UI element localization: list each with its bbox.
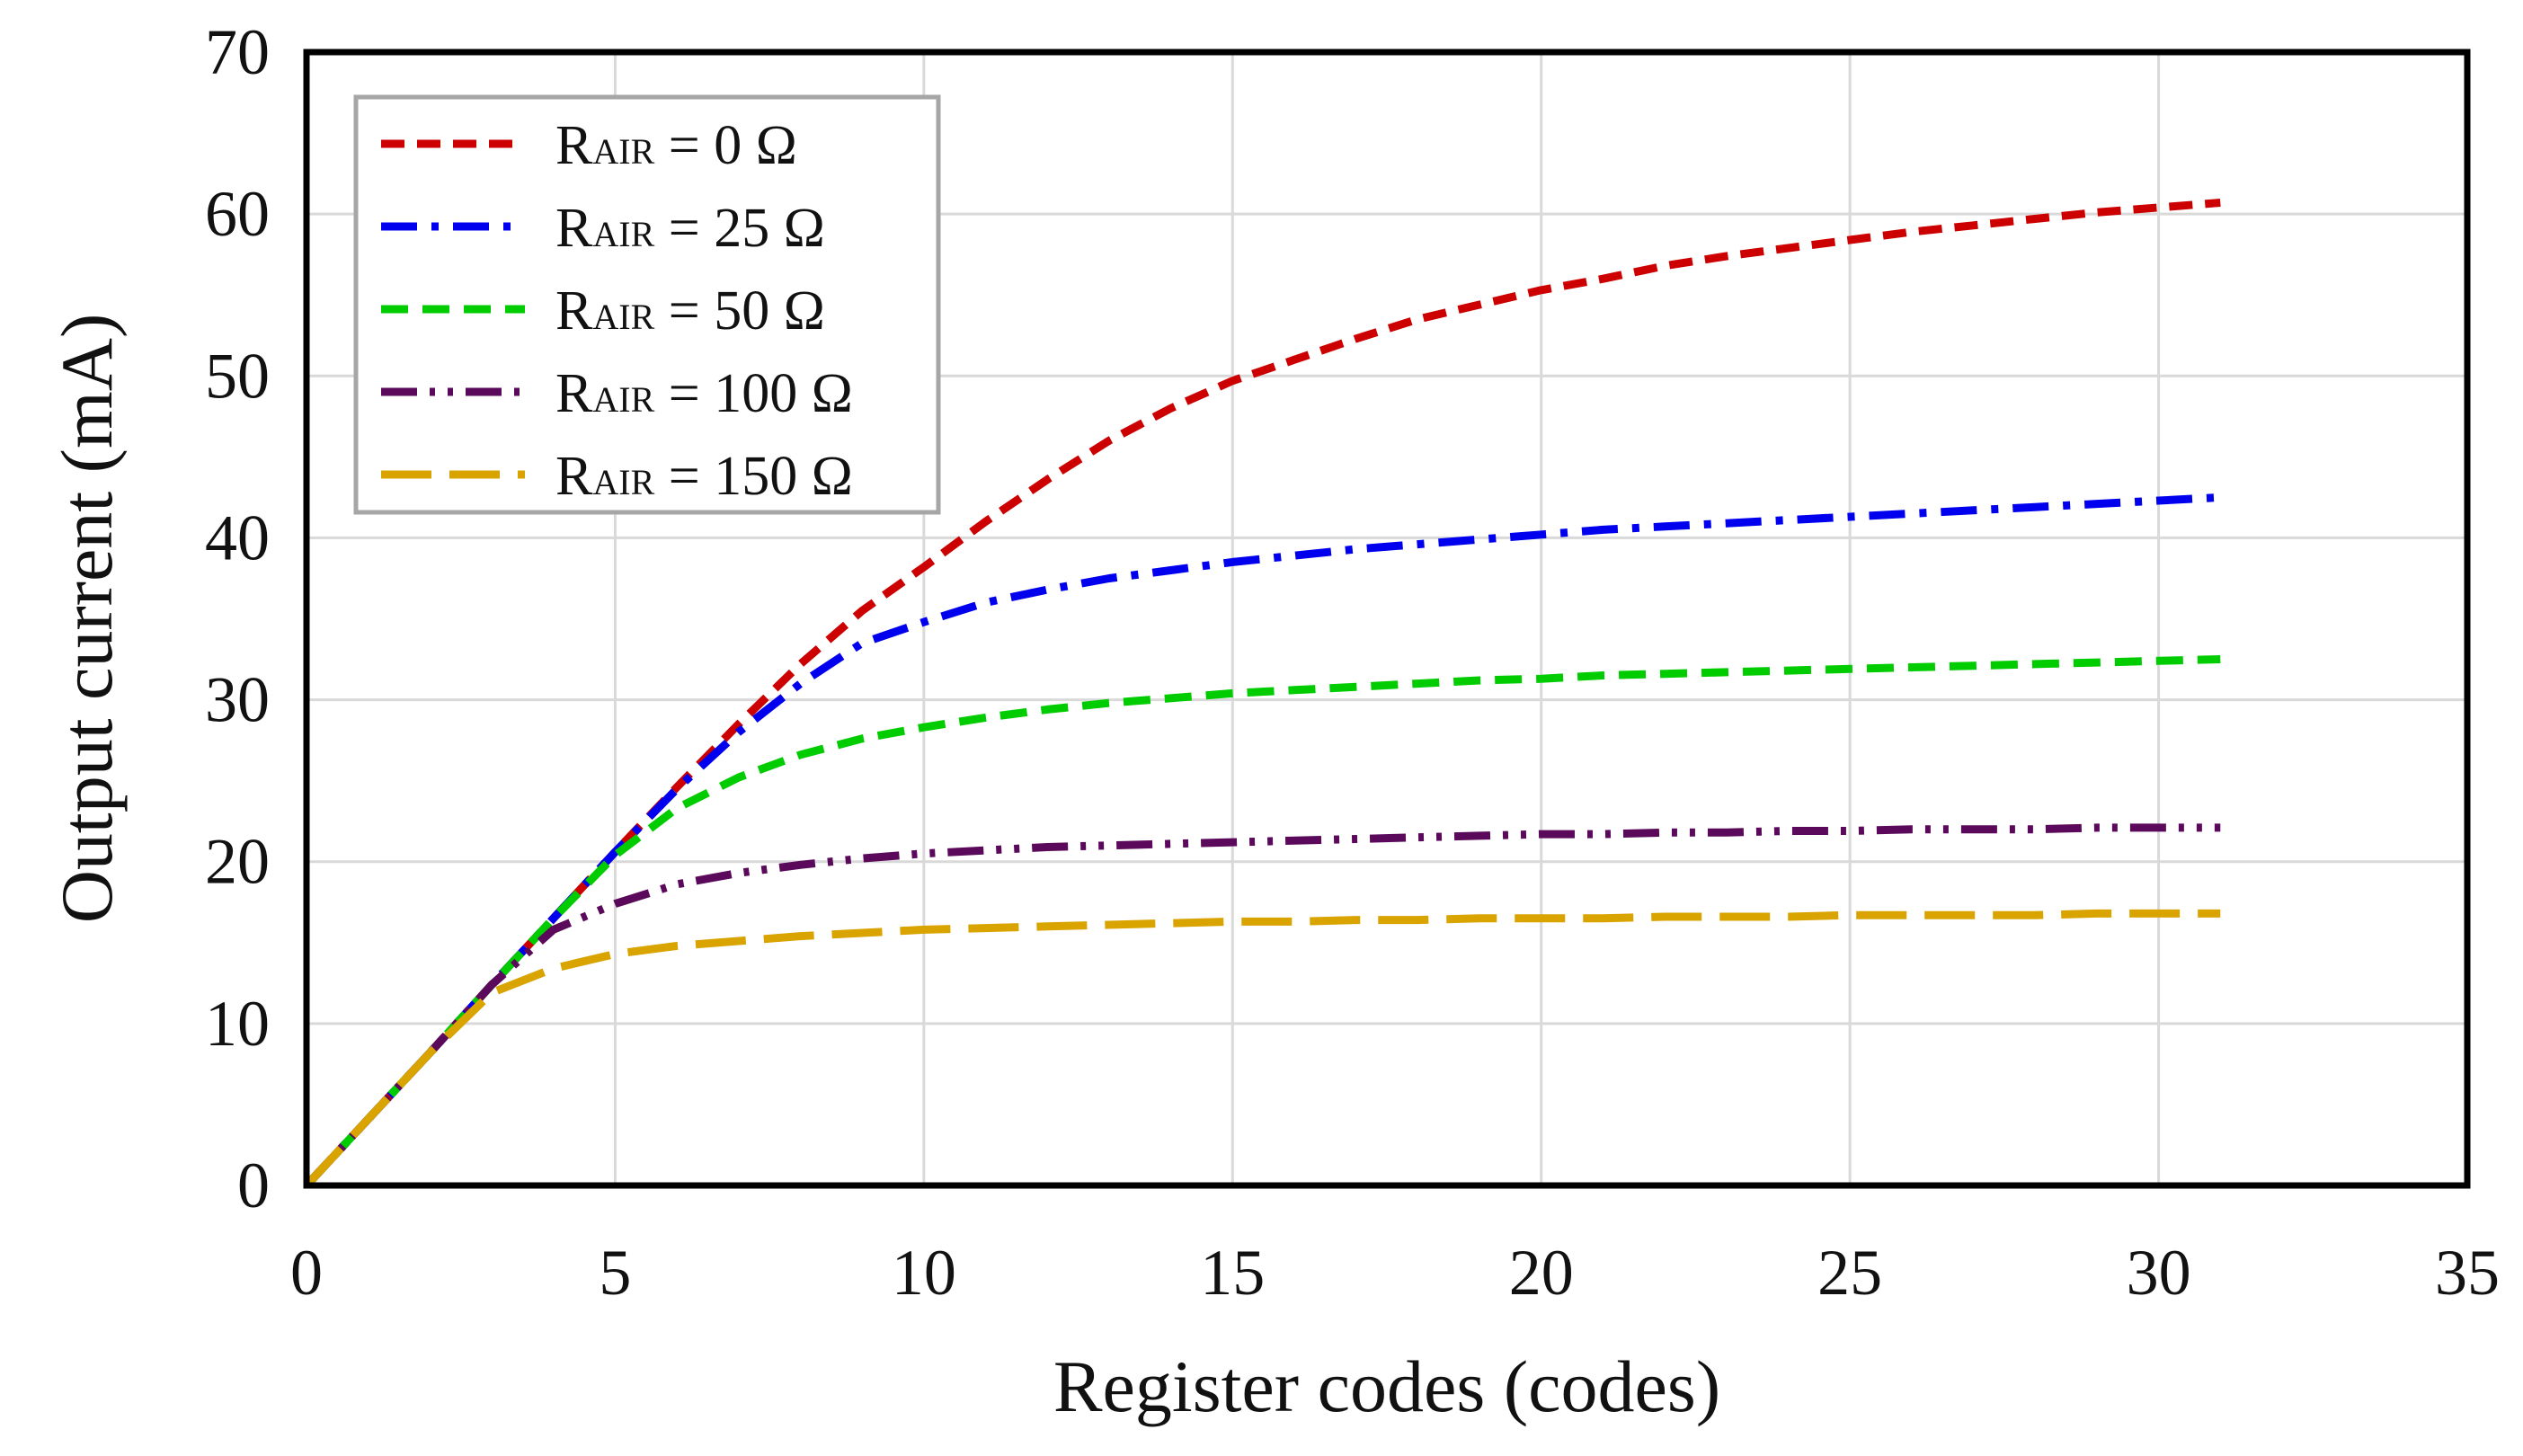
legend-label-2: RAIR = 50 Ω	[555, 280, 825, 342]
legend-box	[353, 94, 941, 515]
x-tick-label-4: 20	[1509, 1237, 1574, 1309]
legend-label-4: RAIR = 150 Ω	[555, 446, 853, 507]
legend-label-main-1: R	[555, 198, 593, 259]
plot-frame	[303, 49, 2471, 1189]
legend-label-sub-2: AIR	[592, 297, 654, 337]
legend-label-main-2: R	[555, 280, 593, 342]
x-tick-label-2: 10	[892, 1237, 956, 1309]
y-tick-label-0: 0	[237, 1150, 270, 1221]
tick-labels: 0 5 10 15 20 25 30 35 0 10 20 30 40 50 60 70	[205, 16, 2500, 1309]
y-tick-label-1: 10	[205, 988, 270, 1060]
legend-label-main-0: R	[555, 115, 593, 176]
legend-label-rest-3: = 100 Ω	[654, 363, 853, 424]
series-line-1	[303, 493, 2221, 1189]
x-tick-label-6: 30	[2127, 1237, 2191, 1309]
series-lines	[303, 199, 2221, 1189]
x-tick-label-3: 15	[1200, 1237, 1265, 1309]
series-line-0	[303, 199, 2221, 1189]
x-axis-title: Register codes (codes)	[1053, 1345, 1720, 1427]
series-line-2	[303, 655, 2221, 1189]
x-tick-label-0: 0	[290, 1237, 323, 1309]
x-tick-label-7: 35	[2435, 1237, 2500, 1309]
legend-label-rest-4: = 150 Ω	[654, 446, 853, 507]
y-tick-label-4: 40	[205, 502, 270, 573]
legend-label-main-3: R	[555, 363, 593, 424]
legend-label-rest-2: = 50 Ω	[654, 280, 825, 342]
x-tick-label-5: 25	[1817, 1237, 1882, 1309]
series-line-3	[303, 823, 2221, 1189]
y-tick-label-3: 30	[205, 664, 270, 736]
y-tick-label-5: 50	[205, 340, 270, 412]
y-tick-label-2: 20	[205, 826, 270, 898]
legend-label-sub-1: AIR	[592, 214, 654, 254]
y-tick-label-6: 60	[205, 178, 270, 250]
legend-label-0: RAIR = 0 Ω	[555, 115, 797, 176]
legend-label-rest-1: = 25 Ω	[654, 198, 825, 259]
y-axis-title: Output current (mA)	[46, 314, 128, 924]
legend-label-rest-0: = 0 Ω	[654, 115, 797, 176]
legend-label-sub-4: AIR	[592, 462, 654, 502]
legend-label-1: RAIR = 25 Ω	[555, 198, 825, 259]
legend-label-3: RAIR = 100 Ω	[555, 363, 853, 424]
series-line-4	[303, 909, 2221, 1189]
legend-label-sub-0: AIR	[592, 131, 654, 172]
legend-label-sub-3: AIR	[592, 379, 654, 420]
x-tick-label-1: 5	[599, 1237, 631, 1309]
y-tick-label-7: 70	[205, 16, 270, 88]
legend-label-main-4: R	[555, 446, 593, 507]
